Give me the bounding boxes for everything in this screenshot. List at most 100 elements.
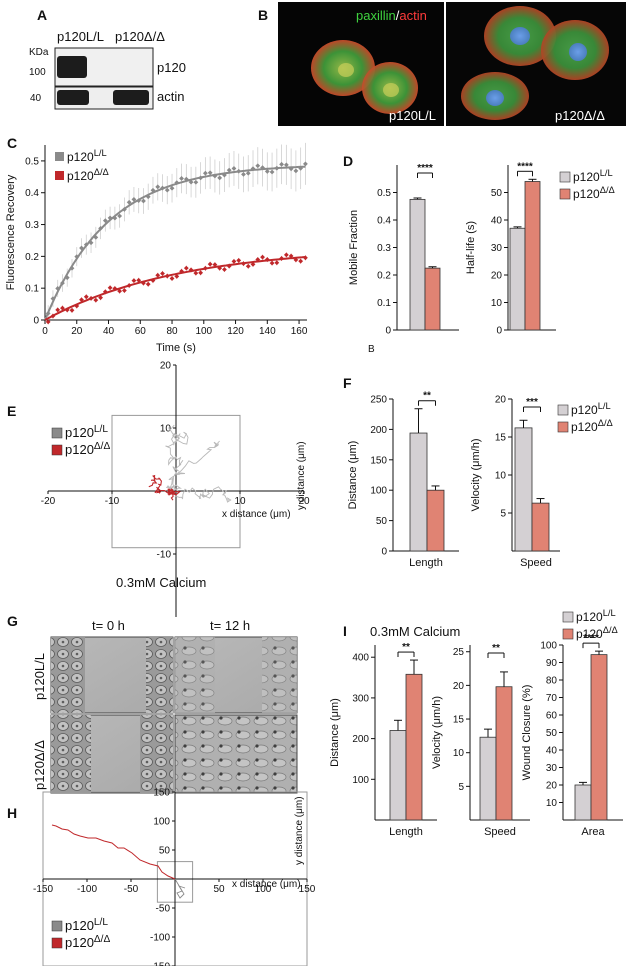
lane-label-2: p120Δ/Δ bbox=[115, 29, 165, 44]
y-tick-label: 50 bbox=[546, 728, 558, 739]
data-point bbox=[179, 176, 184, 181]
y-tick-label: 0.1 bbox=[377, 298, 391, 309]
legend-swatch bbox=[51, 427, 63, 439]
y-axis-label: Half-life (s) bbox=[465, 221, 477, 274]
x-tick-label: 100 bbox=[195, 326, 212, 337]
data-point bbox=[79, 297, 84, 303]
y-axis-label: Wound Closure (%) bbox=[521, 685, 533, 781]
y-tick-label: 30 bbox=[546, 763, 558, 774]
data-point bbox=[60, 305, 65, 311]
x-tick-label: -100 bbox=[77, 884, 97, 895]
data-point bbox=[283, 252, 289, 258]
data-point bbox=[245, 263, 251, 269]
data-point bbox=[169, 276, 175, 281]
track-ctrl bbox=[174, 878, 186, 899]
x-tick-label: 80 bbox=[166, 326, 178, 337]
y-tick-label: 10 bbox=[453, 748, 465, 759]
y-tick-label: 200 bbox=[370, 425, 387, 436]
track-plot-h: -150-100-5050100150-150-100-5050100150x … bbox=[33, 788, 316, 966]
data-point bbox=[245, 170, 251, 176]
legend-label: p120L/L bbox=[65, 917, 108, 933]
y-tick-label: 200 bbox=[352, 734, 369, 745]
y-tick-label: 5 bbox=[458, 782, 464, 793]
y-tick-label: 15 bbox=[453, 715, 465, 726]
data-point bbox=[303, 161, 308, 167]
panel-h-letter: H bbox=[7, 805, 17, 821]
y-tick-label: 10 bbox=[160, 424, 172, 435]
y-tick-label: 400 bbox=[352, 653, 369, 664]
bar-ctrl bbox=[479, 736, 497, 821]
data-point bbox=[45, 319, 51, 325]
data-point bbox=[136, 277, 142, 283]
y-tick-label: 0 bbox=[381, 547, 387, 558]
y-tick-label: 20 bbox=[491, 271, 503, 282]
data-point bbox=[207, 170, 213, 176]
data-point bbox=[102, 218, 108, 224]
y-axis-label: Mobile Fraction bbox=[348, 210, 360, 285]
mobile-fraction-chart: 0 0.1 0.2 0.3 0.4 0.5 **** Mobile Fraction bbox=[348, 163, 459, 337]
y-axis-label: Fluorescence Recovery bbox=[5, 174, 17, 290]
panel-b: B paxillin/actin p120L/L p120Δ/Δ bbox=[258, 2, 626, 126]
track-ctrl bbox=[165, 424, 232, 503]
y-tick-label: 0 bbox=[496, 326, 502, 337]
lane-label-1: p120L/L bbox=[57, 29, 104, 44]
data-point bbox=[226, 167, 232, 173]
panel-f-letter: F bbox=[343, 375, 352, 391]
y-tick-label: 0.5 bbox=[377, 188, 391, 199]
bar-ctrl bbox=[514, 427, 533, 552]
data-point bbox=[107, 285, 113, 291]
y-tick-label: 70 bbox=[546, 693, 558, 704]
y-tick-label: -10 bbox=[157, 550, 172, 561]
data-point bbox=[260, 254, 265, 260]
sig-stars: ** bbox=[402, 642, 410, 653]
fit-line bbox=[44, 165, 306, 321]
bar-ko bbox=[424, 267, 441, 331]
x-tick-label: 140 bbox=[259, 326, 276, 337]
data-point bbox=[279, 161, 284, 167]
band-label-actin: actin bbox=[157, 89, 184, 104]
panel-e-letter: E bbox=[7, 403, 16, 419]
legend-label: p120L/L bbox=[65, 424, 108, 440]
y-axis-label: y distance (μm) bbox=[296, 441, 307, 510]
y-tick-label: 20 bbox=[495, 395, 507, 406]
y-tick-label: 10 bbox=[491, 298, 503, 309]
data-point bbox=[231, 166, 237, 171]
y-tick-label: 0.3 bbox=[25, 220, 39, 231]
y-tick-label: 20 bbox=[546, 781, 558, 792]
distance-chart-f: 0 50 100 150 200 250 ** Distance (μm) Length bbox=[347, 391, 459, 569]
y-tick-label: 15 bbox=[495, 433, 507, 444]
legend-swatch bbox=[55, 152, 64, 161]
data-point bbox=[255, 257, 261, 262]
panel-h: H -150 -100 -50 50 100 150 -150 -100 -50 50 100 150… bbox=[7, 788, 316, 966]
row-label-ko: p120Δ/Δ bbox=[32, 740, 47, 790]
y-tick-label: 25 bbox=[453, 647, 465, 658]
data-point bbox=[236, 258, 242, 263]
data-point bbox=[141, 198, 146, 204]
bar-ctrl bbox=[409, 198, 426, 331]
y-tick-label: -150 bbox=[150, 962, 170, 966]
data-point bbox=[169, 185, 175, 191]
if-label-ctrl: p120L/L bbox=[389, 108, 436, 123]
legend-swatch bbox=[562, 611, 574, 623]
y-tick-label: 20 bbox=[453, 681, 465, 692]
data-point bbox=[255, 163, 261, 169]
panel-a-letter: A bbox=[37, 7, 47, 23]
y-tick-label: 0.2 bbox=[377, 271, 391, 282]
panel-b-letter: B bbox=[258, 7, 268, 23]
data-point bbox=[74, 303, 80, 309]
data-point bbox=[222, 267, 227, 272]
stain-legend: paxillin/actin bbox=[356, 8, 427, 23]
data-point bbox=[117, 288, 123, 294]
x-tick-label: 20 bbox=[298, 496, 310, 507]
y-tick-label: 0.2 bbox=[25, 252, 39, 263]
data-point bbox=[64, 307, 70, 313]
wound-closure-chart: 10 20 30 40 50 60 70 80 90 100 **** Wound Closure (… bbox=[521, 608, 623, 838]
track-plot-e: -20 -10 10 20 -10 10 20 x distance (μm) y distan… bbox=[41, 361, 310, 617]
y-tick-label: 50 bbox=[376, 516, 388, 527]
x-tick-label: -150 bbox=[33, 884, 53, 895]
y-tick-label: 50 bbox=[159, 846, 171, 857]
y-tick-label: 100 bbox=[540, 641, 557, 652]
data-point bbox=[55, 307, 61, 313]
panel-a: A p120L/L p120Δ/Δ KDa 100 40 p120 actin bbox=[29, 7, 186, 110]
